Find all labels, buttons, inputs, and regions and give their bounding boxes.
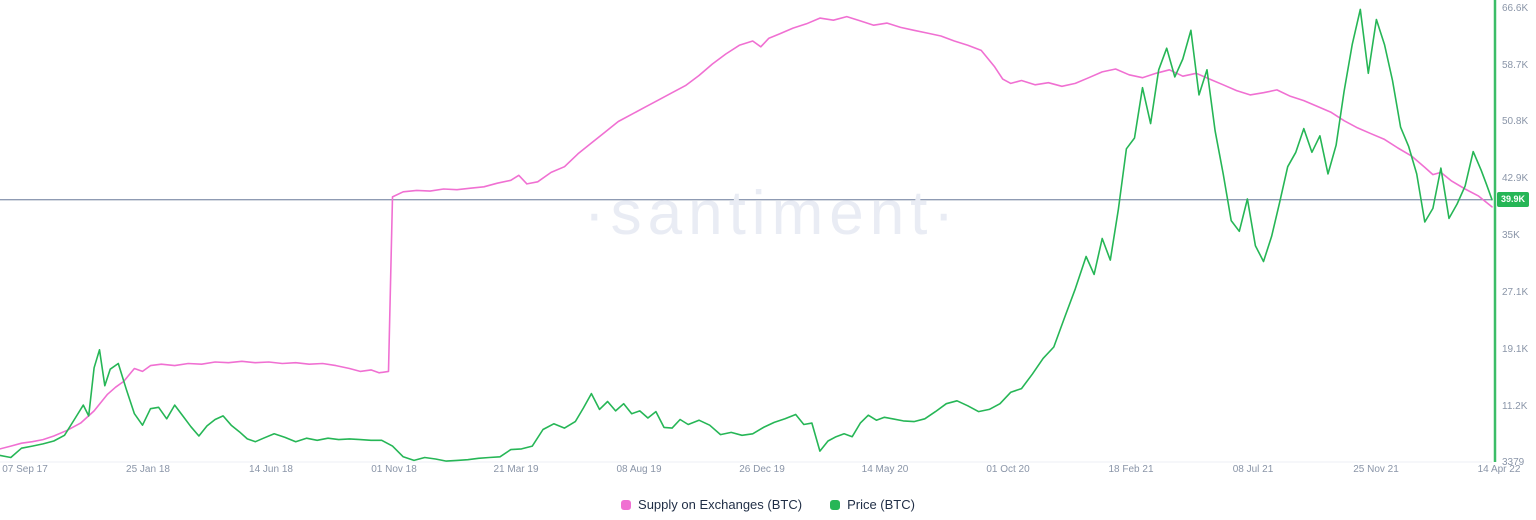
legend-item-price[interactable]: Price (BTC) <box>830 497 915 512</box>
y-axis-label: 42.9K <box>1502 173 1529 184</box>
x-axis-label: 25 Jan 18 <box>126 464 170 475</box>
x-axis-label: 25 Nov 21 <box>1353 464 1399 475</box>
price-legend-swatch-icon <box>830 499 841 510</box>
x-axis-label: 18 Feb 21 <box>1108 464 1154 475</box>
chart-legend: Supply on Exchanges (BTC) Price (BTC) <box>0 497 1536 512</box>
legend-label-supply: Supply on Exchanges (BTC) <box>638 497 803 512</box>
legend-label-price: Price (BTC) <box>847 497 915 512</box>
supply-line <box>0 15 1493 450</box>
x-axis-label: 21 Mar 19 <box>493 464 539 475</box>
y-axis-label: 19.1K <box>1502 344 1529 355</box>
x-axis-label: 08 Aug 19 <box>616 464 662 475</box>
y-axis-label: 35K <box>1502 230 1520 241</box>
x-axis-label: 01 Nov 18 <box>371 464 417 475</box>
y-axis-label: 58.7K <box>1502 60 1529 71</box>
current-price-badge: 39.9K <box>1497 192 1530 207</box>
y-axis-label: 27.1K <box>1502 287 1529 298</box>
x-axis-label: 08 Jul 21 <box>1232 464 1274 475</box>
y-axis-label: 66.6K <box>1502 3 1529 14</box>
supply-legend-swatch-icon <box>621 499 632 510</box>
x-axis-label: 07 Sep 17 <box>2 464 48 475</box>
y-axis-label: 11.2K <box>1502 401 1528 412</box>
x-axis-label: 14 Jun 18 <box>249 464 293 475</box>
x-axis-label: 14 May 20 <box>861 464 909 475</box>
x-axis-label: 26 Dec 19 <box>739 464 785 475</box>
price-line <box>0 8 1493 462</box>
y-axis-label: 50.8K <box>1502 116 1529 127</box>
legend-item-supply[interactable]: Supply on Exchanges (BTC) <box>621 497 802 512</box>
y-axis-label: 3379 <box>1502 457 1525 468</box>
x-axis-label: 01 Oct 20 <box>986 464 1030 475</box>
x-axis-label: 14 Apr 22 <box>1477 464 1521 475</box>
